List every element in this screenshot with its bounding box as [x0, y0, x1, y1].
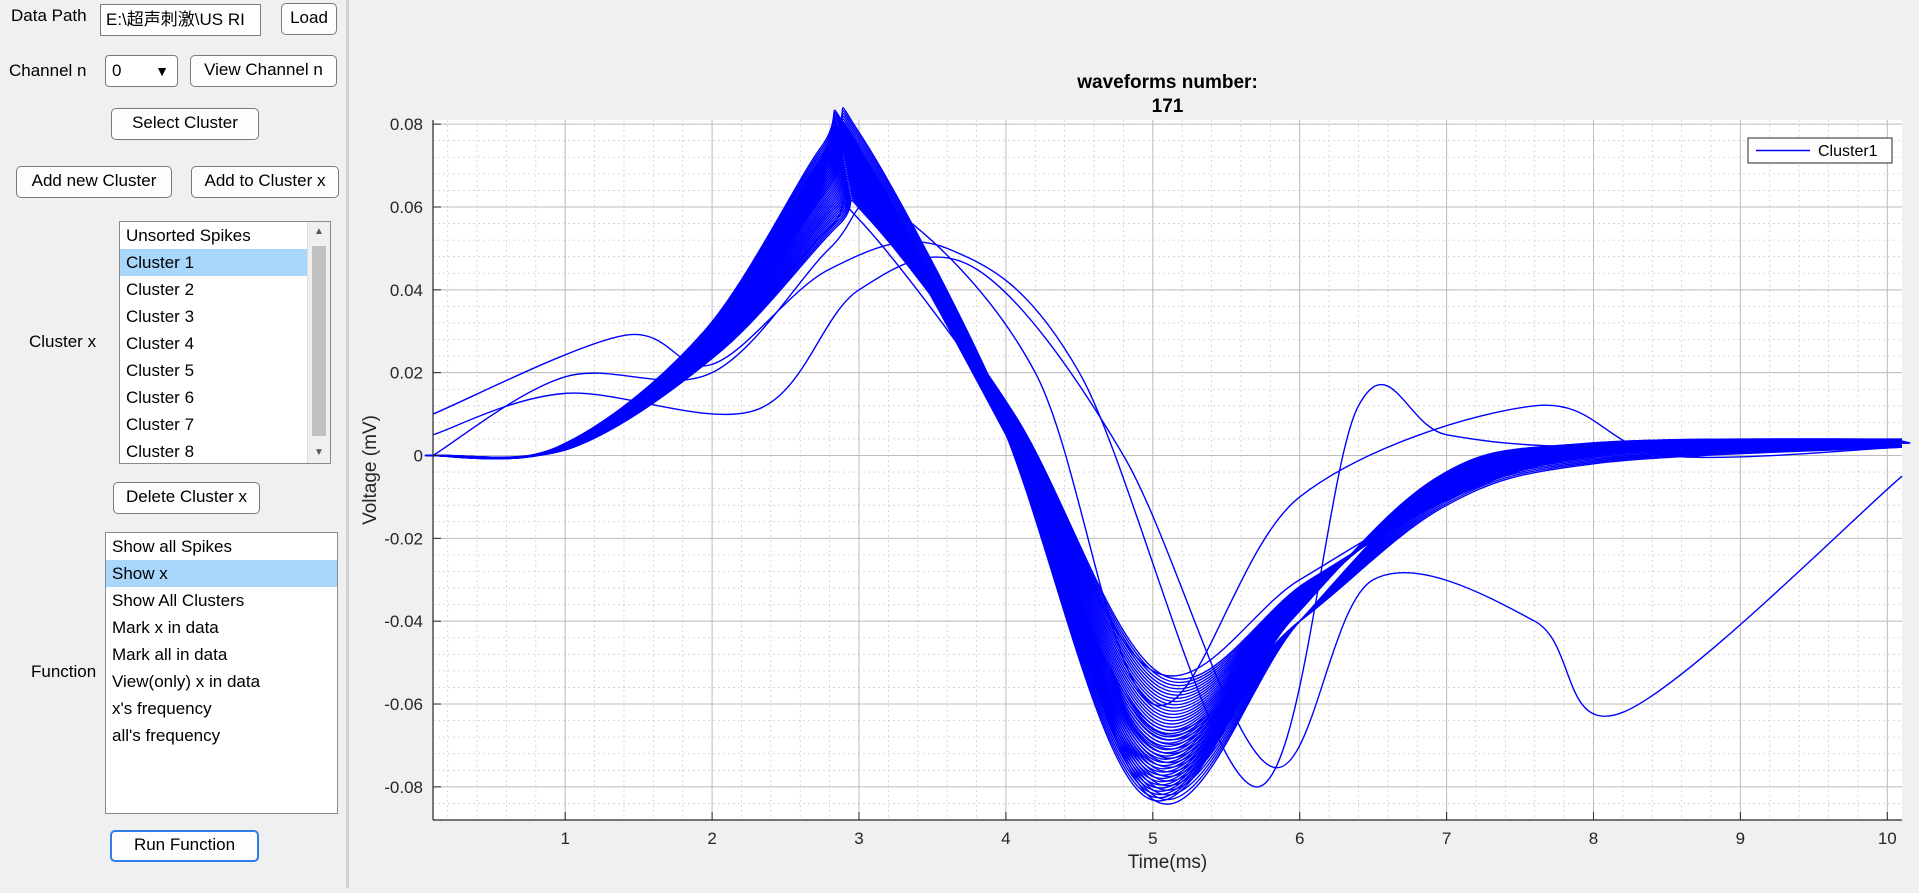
x-tick-label: 8 [1589, 829, 1598, 848]
cluster-list-item[interactable]: Unsorted Spikes [126, 226, 251, 245]
function-list-item[interactable]: x's frequency [112, 699, 212, 718]
function-list-item[interactable]: View(only) x in data [112, 672, 261, 691]
add-new-cluster-button[interactable]: Add new Cluster [16, 166, 172, 198]
x-tick-label: 7 [1442, 829, 1451, 848]
y-tick-label: -0.02 [384, 529, 423, 548]
function-list-item[interactable]: all's frequency [112, 726, 221, 745]
function-list-item[interactable]: Show all Spikes [112, 537, 233, 556]
cluster-list-item[interactable]: Cluster 5 [126, 361, 195, 380]
x-tick-label: 1 [560, 829, 569, 848]
y-axis-label: Voltage (mV) [360, 415, 381, 525]
plot-area: 1 2 3 4 5 6 7 8 9 10 0.08 0.06 0.04 0.02 0 -0.02 -0.04 -0… [352, 0, 1919, 888]
data-path-label: Data Path [11, 6, 87, 25]
x-axis-label: Time(ms) [1128, 852, 1208, 873]
cluster-list-item[interactable]: Cluster 3 [126, 307, 195, 326]
x-tick-label: 5 [1148, 829, 1157, 848]
x-tick-label: 6 [1295, 829, 1304, 848]
channel-dropdown[interactable]: 0 ▼ [105, 55, 178, 87]
y-tick-label: 0.04 [390, 281, 423, 300]
cluster-listbox[interactable]: Unsorted Spikes Cluster 1 Cluster 2 Cluster… [119, 221, 331, 464]
chart-title: waveforms number: [1076, 72, 1258, 93]
waveform-chart[interactable]: 1 2 3 4 5 6 7 8 9 10 0.08 0.06 0.04 0.02 0 -0.02 -0.04 -0… [352, 0, 1919, 888]
cluster-list-item[interactable]: Cluster 4 [126, 334, 195, 353]
legend-entry: Cluster1 [1818, 143, 1878, 160]
legend[interactable]: Cluster1 [1747, 137, 1893, 164]
add-to-cluster-button[interactable]: Add to Cluster x [191, 166, 339, 198]
x-tick-label: 4 [1001, 829, 1010, 848]
load-button[interactable]: Load [281, 3, 337, 35]
y-tick-label: 0.02 [390, 364, 423, 383]
waveform-line [432, 110, 1903, 801]
y-tick-label: 0.08 [390, 115, 423, 134]
data-path-field[interactable]: E:\超声刺激\US RI [100, 4, 261, 36]
chart-subtitle: 171 [1152, 96, 1184, 117]
function-listbox[interactable]: Show all Spikes Show x Show All Clusters Ma… [105, 532, 338, 814]
x-tick-label: 3 [854, 829, 863, 848]
function-list-item[interactable]: Mark all in data [112, 645, 228, 664]
delete-cluster-button[interactable]: Delete Cluster x [113, 482, 260, 514]
scroll-up-icon[interactable]: ▲ [314, 226, 324, 237]
view-channel-button[interactable]: View Channel n [190, 55, 337, 87]
y-tick-label: 0 [414, 447, 423, 466]
channel-dropdown-value: 0 [112, 61, 122, 80]
function-list-item[interactable]: Mark x in data [112, 618, 219, 637]
scroll-thumb[interactable] [312, 246, 326, 436]
channel-label: Channel n [9, 61, 87, 80]
function-list-item[interactable]: Show All Clusters [112, 591, 245, 610]
function-label: Function [31, 662, 97, 681]
cluster-list-scrollbar[interactable]: ▲ ▼ [307, 222, 330, 463]
cluster-x-label: Cluster x [29, 332, 97, 351]
y-tick-label: -0.04 [384, 612, 423, 631]
x-tick-label: 9 [1736, 829, 1745, 848]
x-tick-label: 2 [707, 829, 716, 848]
cluster-list-item[interactable]: Cluster 6 [126, 388, 195, 407]
function-list-item[interactable]: Show x [106, 560, 337, 587]
select-cluster-button[interactable]: Select Cluster [111, 108, 259, 140]
cluster-list-item[interactable]: Cluster 8 [126, 442, 195, 461]
y-tick-label: 0.06 [390, 198, 423, 217]
cluster-list-item[interactable]: Cluster 7 [126, 415, 195, 434]
cluster-list-item[interactable]: Cluster 1 [120, 249, 330, 276]
waveform-line [432, 240, 1903, 788]
control-panel: Data Path E:\超声刺激\US RI Load Channel n 0… [0, 0, 349, 888]
chevron-down-icon: ▼ [155, 63, 169, 79]
run-function-button[interactable]: Run Function [110, 830, 259, 862]
y-tick-label: -0.08 [384, 778, 423, 797]
cluster-list-item[interactable]: Cluster 2 [126, 280, 195, 299]
scroll-down-icon[interactable]: ▼ [314, 447, 324, 458]
waveform-line [432, 256, 1903, 769]
y-tick-label: -0.06 [384, 695, 423, 714]
x-tick-label: 10 [1878, 829, 1897, 848]
waveform-line [432, 200, 1903, 707]
